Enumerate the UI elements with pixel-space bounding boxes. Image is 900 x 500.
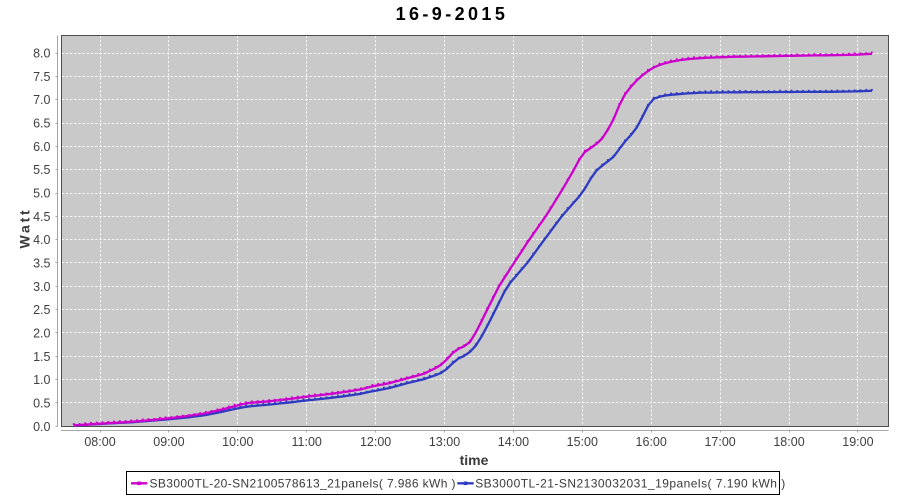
svg-text:12:00: 12:00 xyxy=(360,435,391,449)
svg-text:14:00: 14:00 xyxy=(498,435,529,449)
svg-text:7.0: 7.0 xyxy=(33,93,50,107)
svg-text:2.0: 2.0 xyxy=(33,327,50,341)
svg-text:09:00: 09:00 xyxy=(153,435,184,449)
svg-text:08:00: 08:00 xyxy=(84,435,115,449)
svg-text:17:00: 17:00 xyxy=(704,435,735,449)
svg-text:13:00: 13:00 xyxy=(429,435,460,449)
svg-text:19:00: 19:00 xyxy=(842,435,873,449)
svg-text:SB3000TL-21-SN2130032031_19pan: SB3000TL-21-SN2130032031_19panels( 7.190… xyxy=(475,476,785,490)
svg-text:1.5: 1.5 xyxy=(33,350,50,364)
svg-text:4.0: 4.0 xyxy=(33,233,50,247)
svg-text:15:00: 15:00 xyxy=(567,435,598,449)
svg-text:0.0: 0.0 xyxy=(33,420,50,434)
svg-text:SB3000TL-20-SN2100578613_21pan: SB3000TL-20-SN2100578613_21panels( 7.986… xyxy=(150,476,456,490)
svg-text:0.5: 0.5 xyxy=(33,397,50,411)
svg-text:4.5: 4.5 xyxy=(33,210,50,224)
svg-text:3.0: 3.0 xyxy=(33,280,50,294)
svg-text:3.5: 3.5 xyxy=(33,257,50,271)
svg-text:18:00: 18:00 xyxy=(773,435,804,449)
svg-text:16-9-2015: 16-9-2015 xyxy=(396,4,509,24)
svg-text:6.5: 6.5 xyxy=(33,117,50,131)
svg-text:8.0: 8.0 xyxy=(33,47,50,61)
svg-text:10:00: 10:00 xyxy=(222,435,253,449)
svg-text:6.0: 6.0 xyxy=(33,140,50,154)
svg-text:5.5: 5.5 xyxy=(33,163,50,177)
svg-text:11:00: 11:00 xyxy=(292,435,322,449)
svg-text:2.5: 2.5 xyxy=(33,303,50,317)
svg-text:time: time xyxy=(460,452,489,468)
svg-text:5.0: 5.0 xyxy=(33,187,50,201)
svg-text:1.0: 1.0 xyxy=(33,373,50,387)
svg-text:16:00: 16:00 xyxy=(636,435,667,449)
svg-text:Watt: Watt xyxy=(17,207,33,248)
svg-text:7.5: 7.5 xyxy=(33,70,50,84)
